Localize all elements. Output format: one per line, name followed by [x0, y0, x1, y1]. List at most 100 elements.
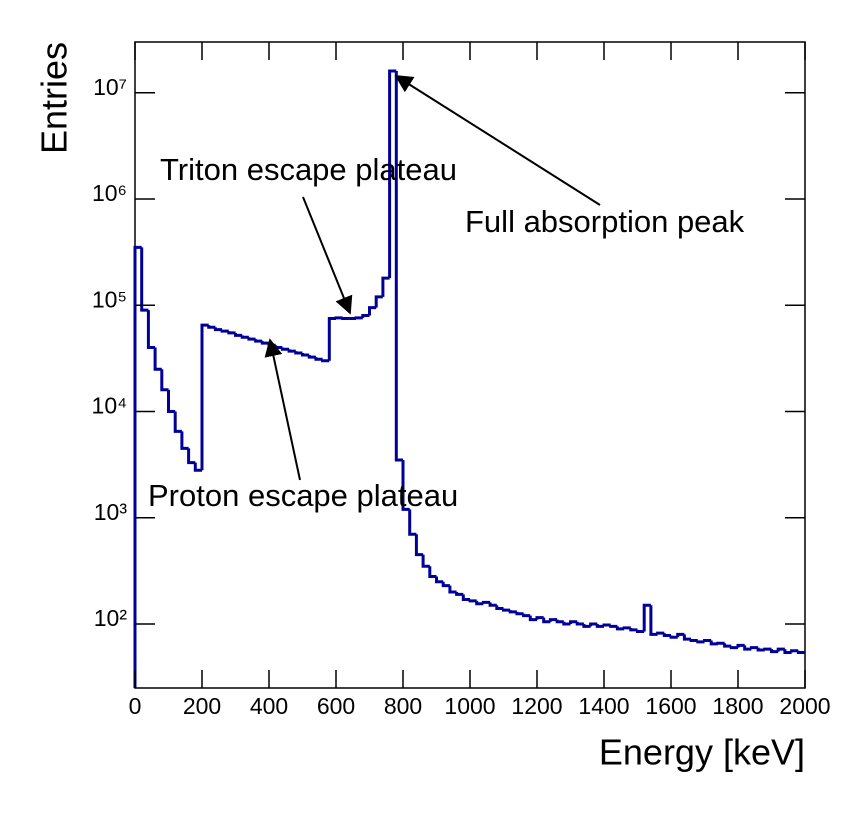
histogram-bin: [441, 581, 450, 588]
histogram-bin: [535, 616, 544, 620]
x-tick-label: 600: [317, 693, 355, 719]
histogram-bin: [227, 331, 236, 335]
x-axis-title: Energy [keV]: [599, 732, 805, 773]
histogram-bin: [234, 332, 243, 337]
histogram-bin: [160, 369, 169, 392]
histogram-bin: [595, 624, 604, 628]
annotation-arrow: [394, 75, 601, 206]
histogram-bin: [622, 626, 631, 630]
histogram-bin: [167, 389, 176, 413]
histogram-bin: [649, 605, 658, 636]
histogram: [133, 69, 805, 688]
annotation: Full absorption peak: [465, 204, 745, 239]
histogram-bin: [703, 638, 712, 642]
histogram-bin: [354, 316, 363, 320]
histogram-bin: [481, 600, 491, 604]
x-tick-label: 2000: [779, 693, 830, 719]
histogram-bin: [542, 617, 551, 624]
histogram-bin: [562, 621, 571, 626]
histogram-bin: [368, 306, 377, 316]
histogram-bin: [220, 329, 229, 333]
histogram-bin: [676, 632, 685, 638]
histogram-bin: [569, 620, 578, 625]
histogram-bin: [254, 339, 263, 343]
histogram-bin: [589, 622, 598, 627]
histogram-bin: [736, 643, 745, 648]
histogram-bin: [763, 647, 772, 651]
histogram-bin: [301, 353, 310, 357]
histogram-bin: [642, 603, 651, 632]
histogram-bin: [743, 645, 752, 651]
x-tick-label: 1200: [511, 693, 562, 719]
histogram-bin: [696, 640, 705, 644]
x-tick-label: 200: [183, 693, 221, 719]
histogram-bin: [394, 71, 403, 462]
x-tick-label: 1000: [444, 693, 495, 719]
histogram-bin: [388, 69, 397, 279]
histogram-bin: [341, 317, 350, 321]
histogram-bin: [327, 317, 336, 361]
histogram-bin: [522, 613, 531, 618]
histogram-bin: [260, 341, 269, 345]
histogram-bin: [495, 605, 504, 610]
histogram-bin: [602, 623, 611, 627]
histogram-bin: [287, 349, 296, 353]
histogram-bin: [528, 615, 537, 622]
y-tick-label: 10⁴: [92, 393, 127, 419]
histogram-bin: [461, 594, 470, 602]
histogram-bin: [723, 643, 732, 648]
x-tick-label: 1400: [578, 693, 629, 719]
histogram-bin: [756, 647, 765, 652]
histogram-bin: [187, 448, 196, 465]
histogram-bin: [280, 347, 290, 351]
histogram-bin: [609, 624, 618, 628]
histogram-bin: [207, 325, 216, 329]
histogram-bin: [240, 335, 249, 339]
histogram-bin: [729, 646, 738, 650]
histogram-bin: [408, 509, 417, 536]
y-tick-label: 10²: [94, 605, 128, 631]
histogram-bin: [455, 592, 464, 596]
annotation-arrow: [302, 196, 353, 315]
histogram-bin: [582, 624, 591, 628]
histogram-bin: [428, 566, 437, 579]
histogram-bin: [796, 650, 805, 654]
histogram-bin: [381, 276, 390, 297]
histogram-bin: [294, 351, 303, 355]
x-tick-label: 1800: [712, 693, 763, 719]
histogram-bin: [669, 635, 678, 639]
y-tick-label: 10³: [94, 499, 128, 525]
histogram-bin: [140, 247, 149, 312]
histogram-bin: [615, 626, 625, 631]
histogram-bin: [790, 649, 799, 653]
histogram-bin: [770, 649, 779, 654]
histogram-bin: [502, 608, 511, 612]
histogram-bin: [247, 337, 256, 341]
x-tick-label: 1600: [645, 693, 696, 719]
histogram-bin: [475, 600, 484, 606]
histogram-bin: [361, 314, 370, 318]
y-tick-label: 10⁶: [92, 180, 127, 206]
histogram-bin: [435, 576, 444, 584]
histogram-bin: [307, 355, 316, 359]
histogram-bin: [414, 534, 424, 557]
histogram-bin: [274, 345, 283, 350]
histogram-bin: [515, 611, 524, 616]
histogram-bin: [636, 629, 645, 634]
histogram-bin: [421, 554, 430, 568]
histogram-bin: [709, 640, 718, 646]
histogram-bin: [716, 641, 725, 645]
histogram-bin: [173, 411, 182, 433]
annotation: Triton escape plateau: [160, 152, 457, 187]
histogram-bin: [629, 627, 638, 632]
histogram-bin: [200, 323, 209, 471]
histogram-bin: [575, 621, 584, 626]
histogram-bin: [374, 295, 383, 308]
histogram-bin: [656, 631, 665, 635]
x-tick-label: 0: [129, 693, 142, 719]
histogram-bin: [153, 347, 162, 371]
histogram-bin: [689, 638, 698, 642]
histogram-bin: [548, 618, 558, 622]
